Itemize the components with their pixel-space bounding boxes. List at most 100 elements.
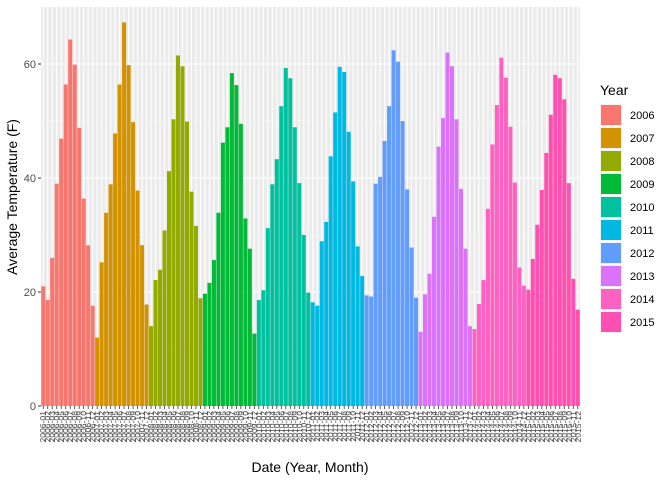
x-tick-label: 2013-04	[429, 411, 439, 443]
bar-2010-07	[283, 67, 288, 407]
bar-2015-01	[526, 289, 531, 406]
x-tick-label: 2013-08	[447, 411, 457, 443]
bar-2007-04	[108, 184, 113, 406]
x-tick-label: 2009-06	[222, 411, 232, 443]
bar-2008-11	[193, 225, 198, 406]
x-tick-label: 2011-03	[317, 411, 327, 442]
legend-key-2010	[601, 197, 621, 217]
bar-2007-02	[99, 262, 104, 406]
bar-2006-07	[68, 39, 73, 407]
x-tick-label: 2011-12	[357, 411, 367, 442]
legend-key-2009	[601, 174, 621, 194]
x-axis: 2006-012006-022006-032006-042006-052006-…	[38, 406, 583, 443]
x-tick-label: 2008-07	[173, 411, 183, 443]
legend-key-2008	[601, 151, 621, 171]
x-tick-label: 2007-11	[137, 411, 147, 442]
bar-2015-12	[575, 309, 580, 406]
x-tick-label: 2007-08	[124, 411, 134, 443]
bar-2012-05	[382, 140, 387, 406]
x-tick-label: 2009-07	[227, 411, 237, 443]
bar-2010-05	[274, 159, 279, 406]
legend-label-2015: 2015	[630, 317, 654, 329]
x-tick-label: 2015-10	[564, 411, 574, 443]
x-tick-label: 2013-03	[425, 411, 435, 443]
x-tick-label: 2011-08	[339, 411, 349, 442]
x-tick-label: 2011-04	[321, 411, 331, 442]
x-tick-label: 2006-11	[83, 411, 93, 442]
bar-2015-06	[548, 114, 553, 406]
bar-2011-12	[360, 276, 365, 406]
bar-2012-12	[414, 297, 419, 406]
legend-label-2012: 2012	[630, 248, 654, 260]
bar-2014-12	[521, 285, 526, 406]
x-tick-label: 2014-02	[474, 411, 484, 443]
bar-2007-08	[126, 65, 131, 406]
x-tick-label: 2013-12	[465, 411, 475, 443]
bar-2012-10	[405, 189, 410, 406]
x-tick-label: 2010-07	[281, 411, 291, 443]
legend-label-2008: 2008	[630, 156, 654, 168]
x-tick-label: 2013-11	[460, 411, 470, 442]
bar-2012-11	[409, 247, 414, 406]
bar-2008-07	[175, 55, 181, 406]
x-tick-label: 2012-10	[402, 411, 412, 443]
x-tick-label: 2006-04	[52, 411, 62, 443]
x-tick-label: 2007-10	[133, 411, 143, 443]
x-tick-label: 2010-05	[272, 411, 282, 443]
x-tick-label: 2012-11	[407, 411, 417, 442]
legend-key-2006	[601, 105, 621, 125]
legend-label-2007: 2007	[630, 133, 654, 145]
bar-2013-08	[449, 66, 455, 406]
bar-2013-02	[423, 294, 428, 406]
bar-2014-04	[485, 208, 490, 406]
legend-key-2011	[601, 220, 621, 240]
bar-2007-07	[122, 22, 127, 406]
x-tick-label: 2013-02	[420, 411, 430, 443]
legend-label-2010: 2010	[630, 202, 654, 214]
x-tick-label: 2008-09	[182, 411, 192, 443]
bar-2006-09	[77, 127, 82, 406]
x-tick-label: 2006-02	[43, 411, 53, 443]
bar-2015-02	[530, 258, 535, 406]
bar-2013-06	[440, 118, 446, 407]
x-tick-label: 2012-05	[380, 411, 390, 443]
x-tick-label: 2014-12	[519, 411, 529, 443]
bar-2015-09	[562, 99, 567, 406]
x-tick-label: 2011-05	[326, 411, 336, 442]
bar-2008-06	[171, 119, 176, 406]
bar-2011-10	[351, 181, 356, 406]
legend-label-2006: 2006	[630, 110, 654, 122]
bar-2010-09	[292, 127, 297, 407]
x-tick-label: 2010-06	[276, 411, 286, 443]
x-tick-label: 2010-09	[290, 411, 300, 443]
x-tick-label: 2011-10	[348, 411, 358, 442]
bar-2010-03	[265, 228, 270, 406]
x-tick-label: 2013-10	[456, 411, 466, 443]
x-tick-label: 2012-07	[389, 411, 399, 443]
bar-2007-09	[131, 122, 136, 406]
x-tick-label: 2012-09	[398, 411, 408, 443]
bar-2009-07	[229, 73, 234, 407]
bar-2007-01	[95, 337, 100, 406]
bar-2008-02	[153, 280, 158, 406]
x-tick-label: 2009-04	[213, 411, 223, 443]
y-tick-label: 60	[24, 59, 36, 71]
bar-2007-03	[104, 212, 109, 406]
x-tick-label: 2007-03	[101, 411, 111, 443]
x-tick-label: 2013-05	[434, 411, 444, 443]
y-axis: 0 20 40 60	[24, 59, 41, 413]
y-tick-label: 20	[24, 287, 36, 299]
bar-2011-05	[328, 156, 333, 406]
bar-2010-02	[261, 290, 266, 406]
legend-key-2007	[601, 128, 621, 148]
x-tick-label: 2010-08	[285, 411, 295, 443]
y-tick-label: 0	[30, 401, 36, 413]
bar-2011-01	[310, 302, 315, 406]
bar-2008-09	[184, 121, 190, 406]
bar-2006-10	[81, 198, 86, 406]
bar-2008-12	[198, 298, 203, 406]
bar-2015-07	[553, 74, 558, 406]
legend: Year 2006 2007 2008 2009 2010 2011 2012 2013 201…	[600, 82, 654, 333]
bar-2007-12	[144, 304, 149, 406]
bar-2013-04	[431, 216, 437, 406]
